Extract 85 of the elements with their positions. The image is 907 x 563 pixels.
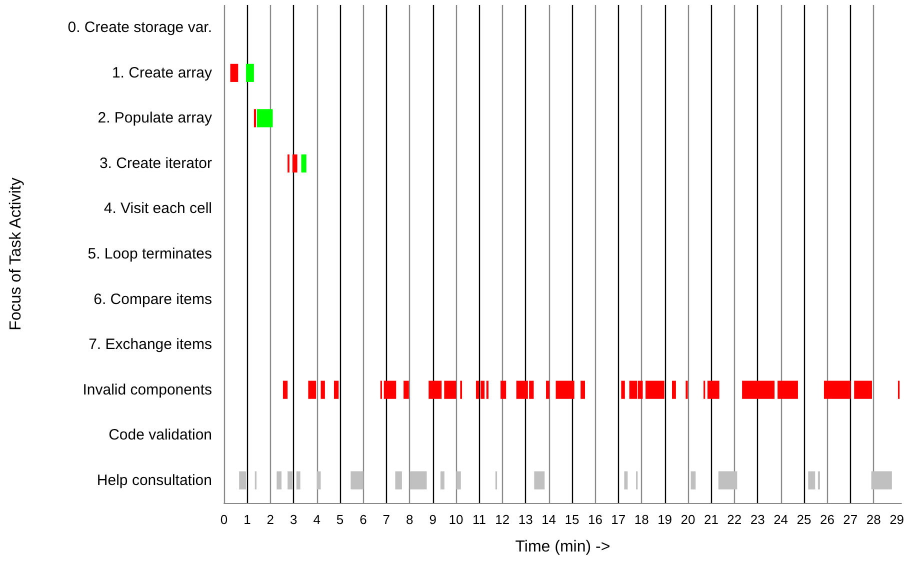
bar — [230, 64, 238, 82]
bar — [707, 380, 720, 399]
x-tick-label: 29 — [890, 512, 904, 527]
y-tick-label: 7. Exchange items — [88, 336, 212, 354]
bar — [621, 380, 625, 399]
x-tick-label: 18 — [634, 512, 649, 527]
x-tick-label: 10 — [448, 512, 464, 527]
y-tick-label: Code validation — [108, 426, 212, 444]
bar — [718, 471, 738, 490]
bar — [350, 471, 364, 490]
x-axis-title: Time (min) -> — [515, 538, 610, 556]
bar — [456, 471, 461, 490]
x-tick-label: 15 — [564, 512, 580, 527]
y-tick-label: 6. Compare items — [94, 290, 212, 308]
x-tick-label: 24 — [774, 512, 788, 527]
bar — [742, 380, 775, 399]
x-tick-label: 25 — [796, 512, 812, 527]
bar — [580, 380, 585, 399]
bar — [334, 380, 339, 399]
x-tick-label: 27 — [843, 512, 858, 527]
y-tick-label: Invalid components — [82, 381, 212, 398]
bar — [500, 380, 506, 399]
bar — [308, 380, 316, 399]
x-tick-label: 7 — [382, 512, 390, 527]
bar — [440, 471, 444, 490]
bar — [690, 471, 696, 490]
bar — [282, 380, 288, 399]
x-tick-label: 13 — [518, 512, 533, 527]
y-tick-label: 4. Visit each cell — [104, 200, 212, 218]
x-tick-label: 16 — [588, 512, 602, 527]
bar — [296, 471, 300, 490]
y-tick-label: Help consultation — [96, 472, 212, 489]
x-tick-label: 23 — [750, 512, 765, 527]
bar — [672, 380, 676, 399]
bar — [239, 471, 246, 490]
bar — [824, 380, 851, 399]
bar — [410, 471, 427, 490]
x-tick-label: 17 — [611, 512, 626, 527]
bar — [276, 471, 282, 490]
y-tick-label: 0. Create storage var. — [68, 19, 212, 36]
x-tick-label: 14 — [542, 512, 556, 527]
x-tick-label: 19 — [658, 512, 672, 527]
x-tick-label: 8 — [406, 512, 414, 527]
x-tick-label: 9 — [429, 512, 436, 527]
bar — [428, 380, 442, 399]
bar — [246, 64, 254, 82]
bar — [854, 380, 872, 399]
bar — [624, 471, 628, 490]
bar — [320, 380, 325, 399]
x-tick-label: 12 — [495, 512, 510, 527]
bar — [444, 380, 456, 399]
y-tick-label: 2. Populate array — [98, 110, 212, 127]
bar — [395, 471, 402, 490]
x-tick-label: 1 — [244, 512, 251, 527]
x-tick-label: 22 — [727, 512, 742, 527]
bar — [871, 471, 892, 490]
x-tick-label: 2 — [266, 512, 274, 527]
bar — [404, 380, 409, 399]
x-tick-label: 11 — [472, 512, 486, 527]
x-tick-label: 20 — [680, 512, 696, 527]
x-tick-label: 5 — [336, 512, 344, 527]
bar — [256, 109, 273, 128]
x-tick-label: 26 — [820, 512, 834, 527]
x-tick-label: 21 — [704, 512, 718, 527]
bar — [301, 154, 306, 173]
x-tick-label: 28 — [866, 512, 881, 527]
bar — [292, 154, 298, 173]
bar — [534, 471, 545, 490]
y-tick-label: 5. Loop terminates — [88, 246, 212, 262]
bar — [646, 380, 664, 399]
bar — [818, 471, 820, 490]
x-tick-label: 4 — [313, 512, 320, 527]
bar — [288, 471, 292, 490]
bar — [546, 380, 550, 399]
y-axis-title: Focus of Task Activity — [8, 178, 24, 330]
y-tick-label: 1. Create array — [112, 64, 212, 82]
bar — [254, 109, 256, 128]
bar — [556, 380, 574, 399]
y-tick-label: 3. Create iterator — [99, 154, 212, 172]
bar — [778, 380, 798, 399]
x-tick-label: 0 — [220, 512, 228, 527]
x-tick-label: 6 — [360, 512, 367, 527]
bar — [384, 380, 396, 399]
x-tick-label: 3 — [290, 512, 298, 527]
bar — [808, 471, 816, 490]
